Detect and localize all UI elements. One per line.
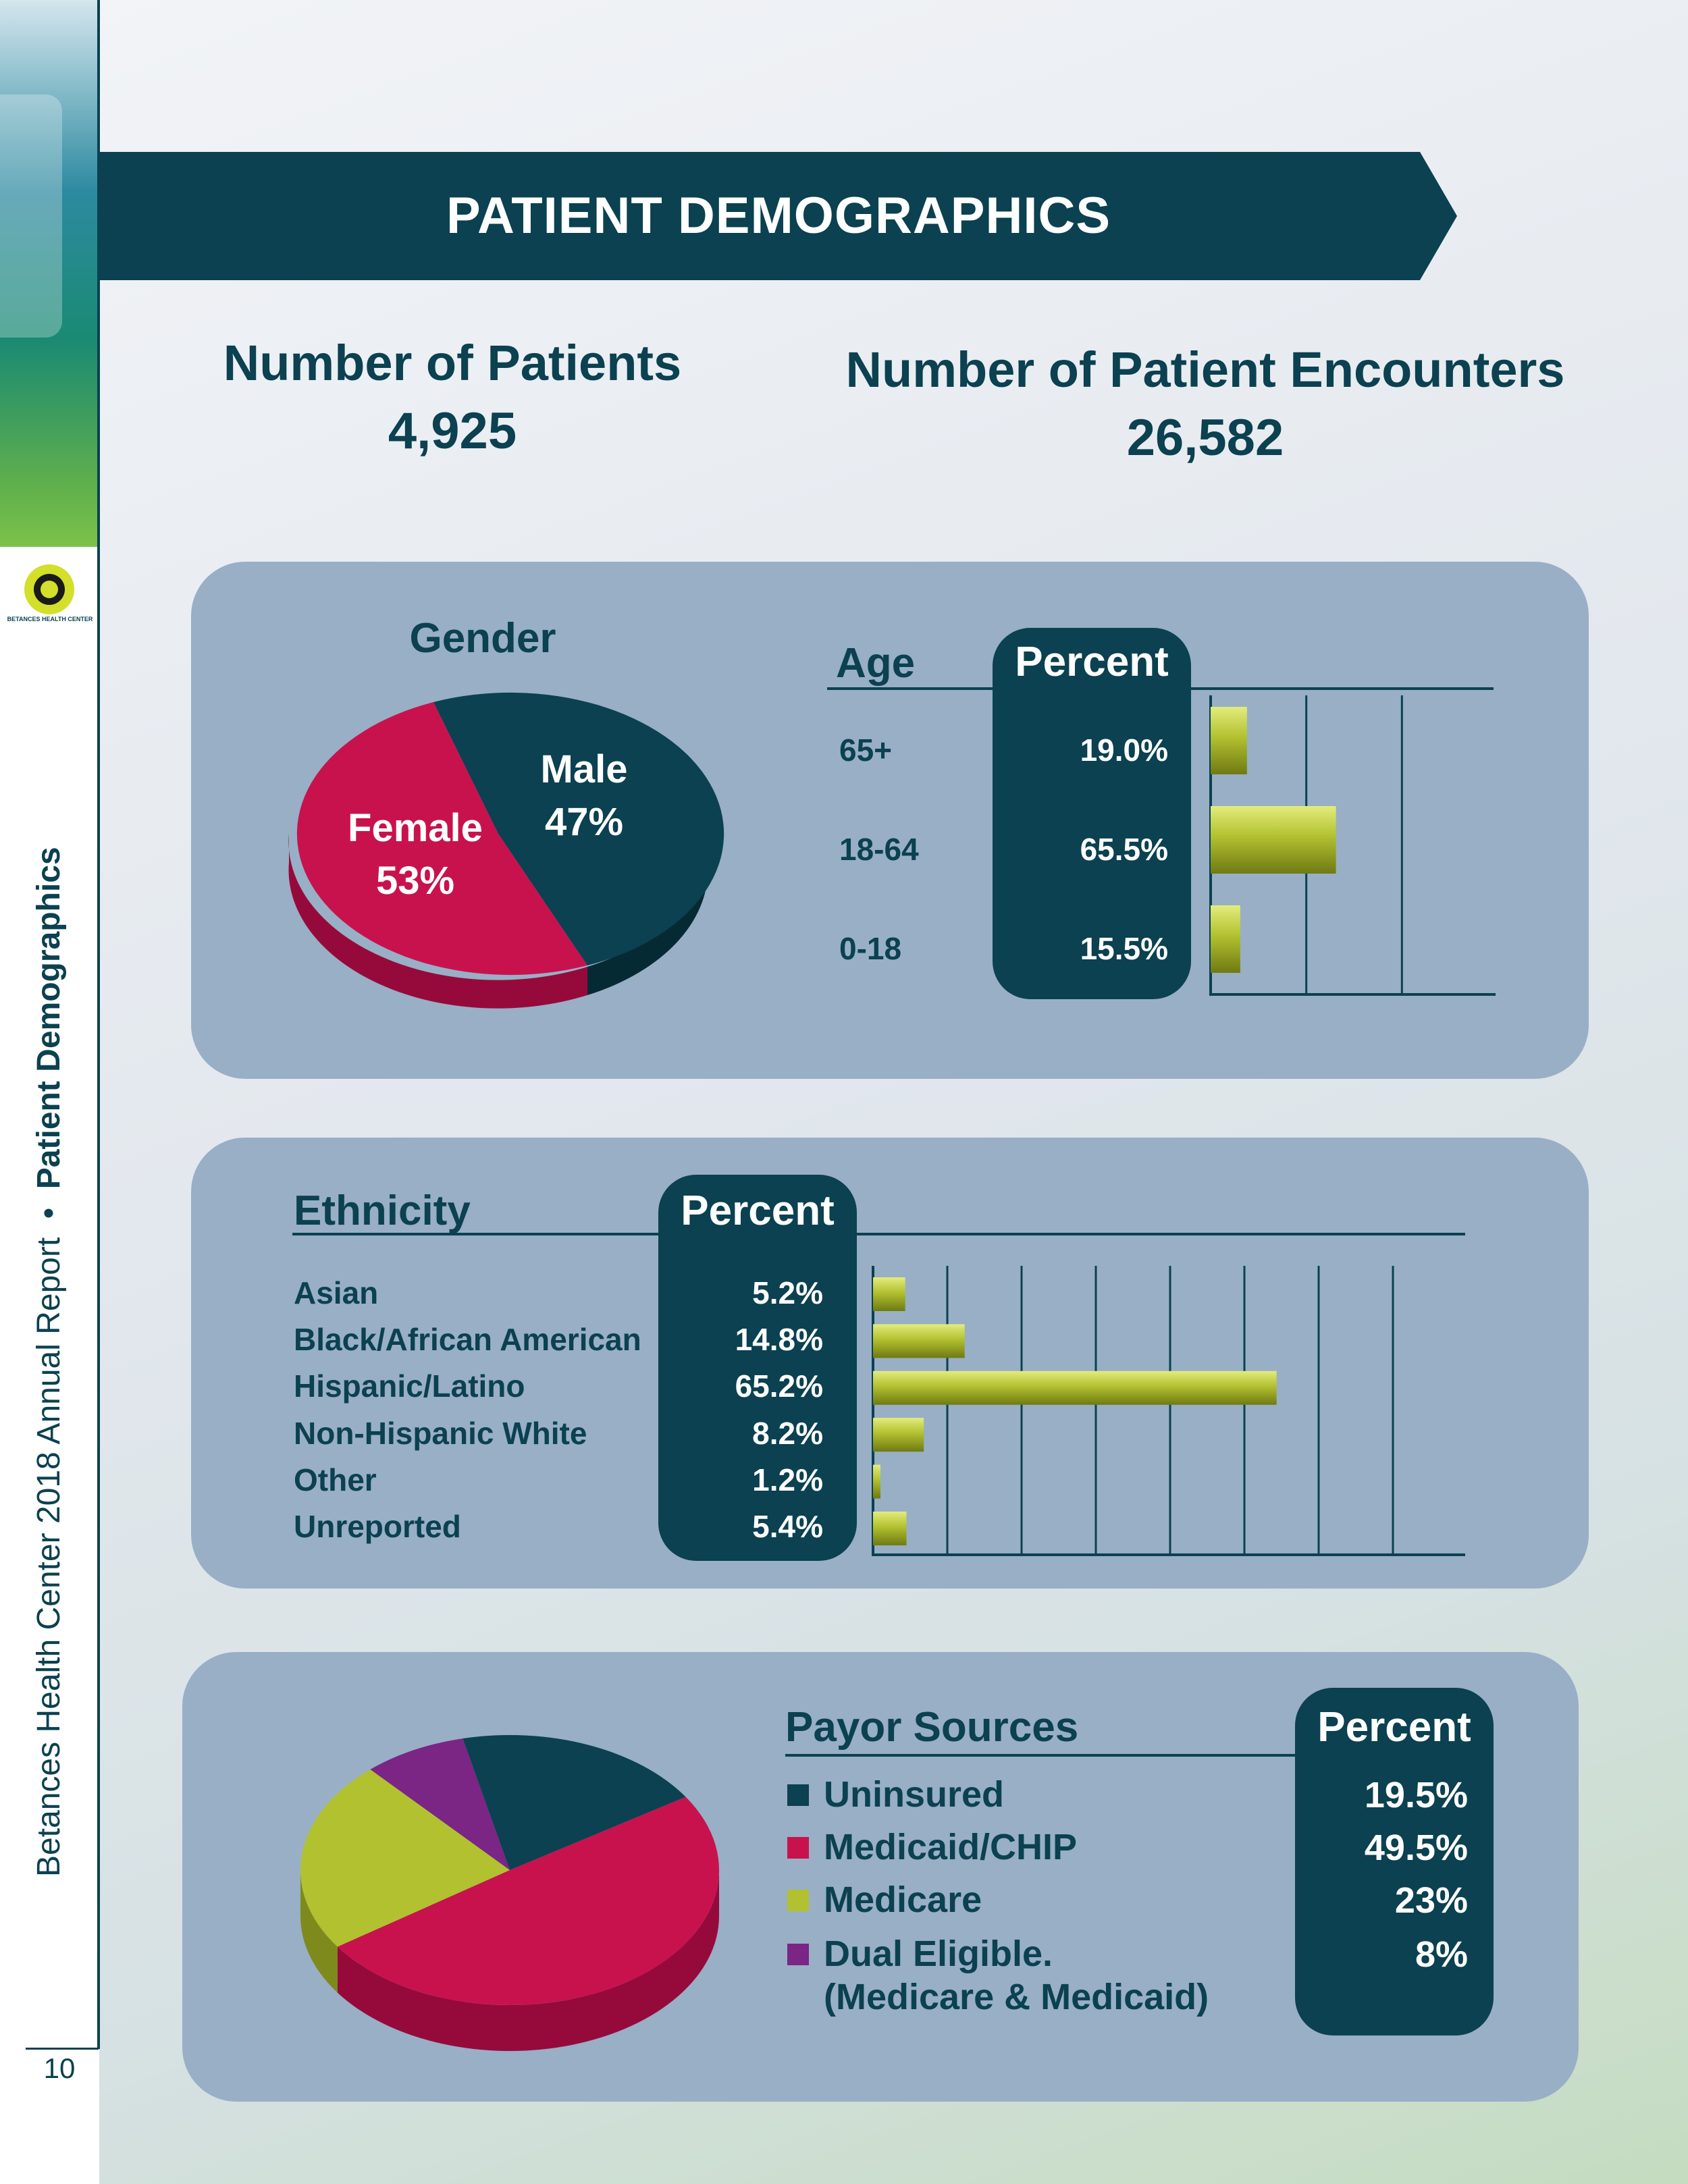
payor-pie-side bbox=[337, 1870, 719, 2051]
ethnicity-bar-chart bbox=[872, 1266, 1465, 1556]
age-row-label: 0-18 bbox=[839, 931, 902, 966]
ethnicity-row-value: 65.2% bbox=[735, 1368, 823, 1404]
age-header-rule-right bbox=[1191, 687, 1494, 690]
male-pie-label: Male 47% bbox=[510, 743, 658, 849]
patients-label: Number of Patients bbox=[223, 335, 682, 391]
payor-row-value: 8% bbox=[1415, 1934, 1468, 1975]
payor-pie-slice bbox=[300, 1769, 510, 1947]
female-pie-label: Female 53% bbox=[331, 802, 500, 907]
ethnicity-row-value: 5.4% bbox=[752, 1509, 823, 1544]
ethnicity-header-rule-left bbox=[292, 1233, 658, 1235]
ethnicity-row-value: 14.8% bbox=[735, 1322, 823, 1357]
section-title: Patient Demographics bbox=[31, 847, 67, 1190]
margin-rule bbox=[97, 0, 100, 2049]
ethnicity-row-label: Other bbox=[294, 1462, 377, 1497]
age-row-label: 18-64 bbox=[839, 832, 919, 867]
payor-pie-slice bbox=[370, 1738, 510, 1870]
payor-row-label: Uninsured bbox=[824, 1774, 1005, 1815]
encounters-label: Number of Patient Encounters bbox=[845, 342, 1565, 398]
side-running-title: Betances Health Center 2018 Annual Repor… bbox=[30, 797, 71, 1877]
ethnicity-bar bbox=[873, 1512, 907, 1545]
margin-gradient-band bbox=[0, 0, 99, 547]
pie-slice-male bbox=[433, 692, 724, 965]
patients-value: 4,925 bbox=[388, 402, 517, 460]
ethnicity-header-rule-right bbox=[857, 1233, 1465, 1235]
payor-row-value: 49.5% bbox=[1364, 1828, 1468, 1868]
legend-swatch-medicare bbox=[787, 1890, 809, 1911]
ethnicity-row-label: Black/African American bbox=[294, 1322, 641, 1357]
age-row-value: 15.5% bbox=[1080, 931, 1168, 966]
margin-tab-decoration bbox=[0, 95, 62, 338]
banner-arrow bbox=[100, 152, 1457, 280]
ethnicity-bar bbox=[873, 1277, 905, 1311]
ethnicity-row-value: 8.2% bbox=[752, 1416, 823, 1451]
payor-percent-header: Percent bbox=[1317, 1704, 1471, 1751]
payor-pie-side bbox=[300, 1870, 338, 1993]
pie-slice-female bbox=[296, 702, 587, 976]
age-bar-chart bbox=[1209, 695, 1496, 996]
payor-row-label: Dual Eligible. bbox=[824, 1934, 1053, 1974]
ethnicity-bar bbox=[873, 1370, 1277, 1405]
age-bar bbox=[1211, 806, 1336, 874]
ethnicity-bar bbox=[873, 1464, 880, 1499]
ethnicity-row-label: Non-Hispanic White bbox=[294, 1416, 587, 1451]
ethnicity-percent-header: Percent bbox=[681, 1188, 835, 1234]
legend-swatch-uninsured bbox=[787, 1784, 809, 1806]
payor-row-label: Medicaid/CHIP bbox=[824, 1827, 1078, 1867]
payor-row-value: 19.5% bbox=[1364, 1775, 1468, 1815]
female-label: Female bbox=[348, 806, 483, 850]
page-number-rule bbox=[26, 2048, 99, 2050]
age-row-value: 65.5% bbox=[1080, 832, 1168, 867]
male-label: Male bbox=[540, 747, 628, 791]
legend-swatch-medicaid bbox=[787, 1837, 809, 1859]
page-number: 10 bbox=[43, 2052, 76, 2084]
age-row-value: 19.0% bbox=[1080, 733, 1168, 768]
female-value: 53% bbox=[375, 859, 455, 903]
ethnicity-percent-box bbox=[658, 1175, 857, 1561]
age-header: Age bbox=[836, 640, 916, 687]
gender-pie-chart bbox=[288, 692, 724, 1009]
ethnicity-bar bbox=[873, 1324, 965, 1358]
age-bar bbox=[1211, 707, 1247, 774]
report-title: Betances Health Center 2018 Annual Repor… bbox=[31, 1237, 67, 1877]
title-separator: • bbox=[31, 1207, 67, 1219]
payor-row-value: 23% bbox=[1394, 1880, 1468, 1921]
age-bar bbox=[1211, 905, 1240, 973]
logo-core bbox=[41, 581, 58, 598]
encounters-value: 26,582 bbox=[1126, 409, 1284, 467]
ethnicity-bar bbox=[873, 1418, 924, 1452]
ethnicity-row-label: Hispanic/Latino bbox=[294, 1368, 525, 1404]
ethnicity-row-value: 1.2% bbox=[752, 1462, 823, 1497]
payor-row-label-continued: (Medicare & Medicaid) bbox=[824, 1977, 1209, 2017]
pie-side-female bbox=[288, 834, 587, 1009]
gender-title: Gender bbox=[409, 615, 556, 662]
age-percent-box bbox=[993, 628, 1191, 999]
age-header-rule-left bbox=[827, 687, 993, 690]
payor-percent-box bbox=[1295, 1688, 1494, 2035]
payor-header-rule bbox=[785, 1754, 1295, 1757]
banner-title: PATIENT DEMOGRAPHICS bbox=[446, 187, 1111, 244]
ethnicity-row-label: Unreported bbox=[294, 1509, 461, 1544]
payor-pie-chart bbox=[300, 1735, 719, 2051]
age-row-label: 65+ bbox=[839, 733, 893, 768]
payor-pie-slice bbox=[337, 1796, 719, 2005]
ethnicity-row-label: Asian bbox=[294, 1275, 379, 1310]
payor-header: Payor Sources bbox=[785, 1704, 1079, 1751]
payor-pie-slice bbox=[463, 1735, 686, 1870]
logo-text: BETANCES HEALTH CENTER bbox=[7, 616, 93, 622]
age-percent-header: Percent bbox=[1015, 639, 1169, 685]
payor-row-label: Medicare bbox=[824, 1880, 982, 1920]
ethnicity-row-value: 5.2% bbox=[752, 1275, 823, 1310]
legend-swatch-dual-eligible bbox=[787, 1944, 809, 1965]
male-value: 47% bbox=[544, 800, 624, 844]
ethnicity-header: Ethnicity bbox=[294, 1188, 471, 1234]
